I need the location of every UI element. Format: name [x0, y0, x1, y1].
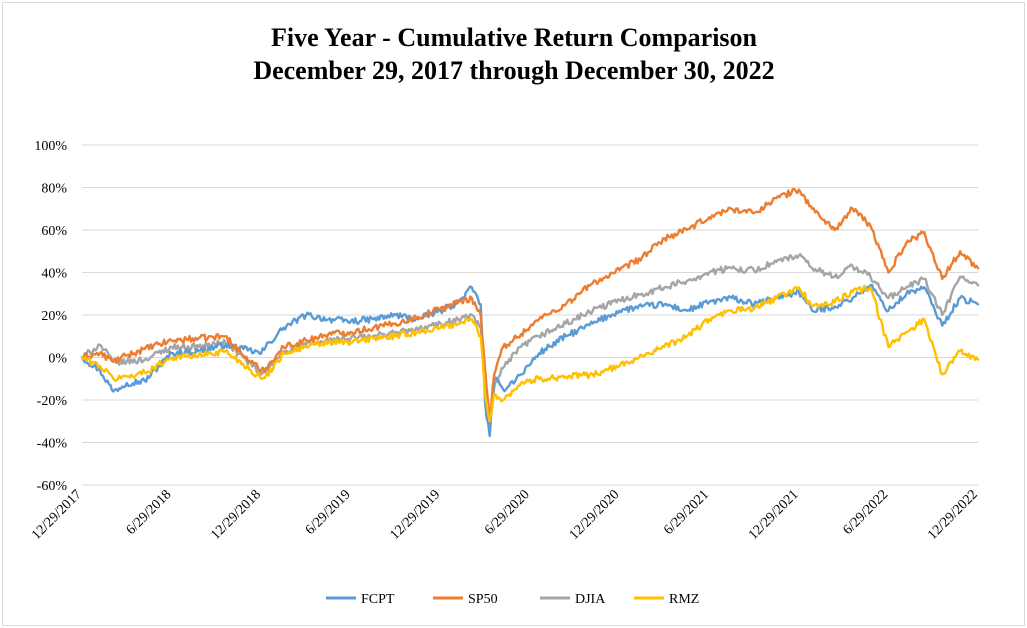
- series-line-sp50: [80, 187, 980, 423]
- y-tick-label: 20%: [41, 309, 67, 324]
- x-tick-label: 12/29/2020: [567, 487, 623, 543]
- x-tick-label: 6/29/2019: [303, 487, 354, 538]
- legend-label-sp50: SP50: [468, 592, 498, 607]
- x-tick-label: 6/29/2021: [661, 487, 712, 538]
- legend-label-djia: DJIA: [575, 592, 606, 607]
- chart-subtitle: December 29, 2017 through December 30, 2…: [253, 56, 774, 85]
- x-axis-tick-labels: 12/29/2017 6/29/2018 12/29/2018 6/29/2019 12…: [29, 487, 981, 543]
- series-line-rmz: [80, 284, 980, 423]
- x-tick-label: 12/29/2021: [746, 487, 802, 543]
- legend-label-fcpt: FCPT: [361, 592, 395, 607]
- y-tick-label: 100%: [34, 139, 67, 154]
- y-axis-tick-labels: 100% 80% 60% 40% 20% 0% -20% -40% -60%: [34, 139, 67, 494]
- series-line-djia: [80, 253, 980, 434]
- y-tick-label: -40%: [37, 437, 68, 452]
- legend: FCPT SP50 DJIA RMZ: [326, 592, 699, 607]
- x-tick-label: 12/29/2019: [388, 487, 444, 543]
- x-tick-label: 6/29/2022: [840, 487, 891, 538]
- series-lines: [80, 187, 980, 438]
- y-tick-label: -60%: [37, 479, 68, 494]
- x-tick-label: 12/29/2018: [208, 487, 264, 543]
- y-tick-label: 80%: [41, 182, 67, 197]
- x-tick-label: 12/29/2022: [925, 487, 981, 543]
- y-tick-label: 60%: [41, 224, 67, 239]
- y-tick-label: 0%: [48, 352, 67, 367]
- series-line-fcpt: [80, 283, 980, 438]
- gridlines: [82, 144, 978, 486]
- x-tick-label: 6/29/2020: [482, 487, 533, 538]
- x-tick-label: 12/29/2017: [29, 487, 85, 543]
- x-tick-label: 6/29/2018: [124, 487, 175, 538]
- y-tick-label: 40%: [41, 267, 67, 282]
- legend-label-rmz: RMZ: [669, 592, 699, 607]
- chart-title: Five Year - Cumulative Return Comparison: [271, 23, 758, 52]
- y-tick-label: -20%: [37, 394, 68, 409]
